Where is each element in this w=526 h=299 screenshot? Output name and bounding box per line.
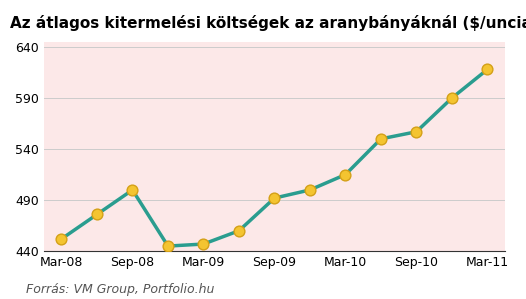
Point (235, 228, 243, 233)
Title: Az átlagos kitermelési költségek az aranybányáknál ($/uncia): Az átlagos kitermelési költségek az aran… (10, 15, 526, 31)
Point (306, 187, 314, 192)
Point (164, 244, 172, 248)
Point (341, 172, 350, 177)
Point (199, 242, 208, 246)
Point (448, 96, 456, 100)
Point (93, 212, 101, 217)
Text: Forrás: VM Group, Portfolio.hu: Forrás: VM Group, Portfolio.hu (26, 283, 215, 296)
Point (57, 237, 66, 241)
Point (128, 187, 137, 192)
Point (377, 136, 385, 141)
Point (270, 196, 279, 201)
Point (483, 67, 492, 72)
Point (412, 129, 421, 134)
